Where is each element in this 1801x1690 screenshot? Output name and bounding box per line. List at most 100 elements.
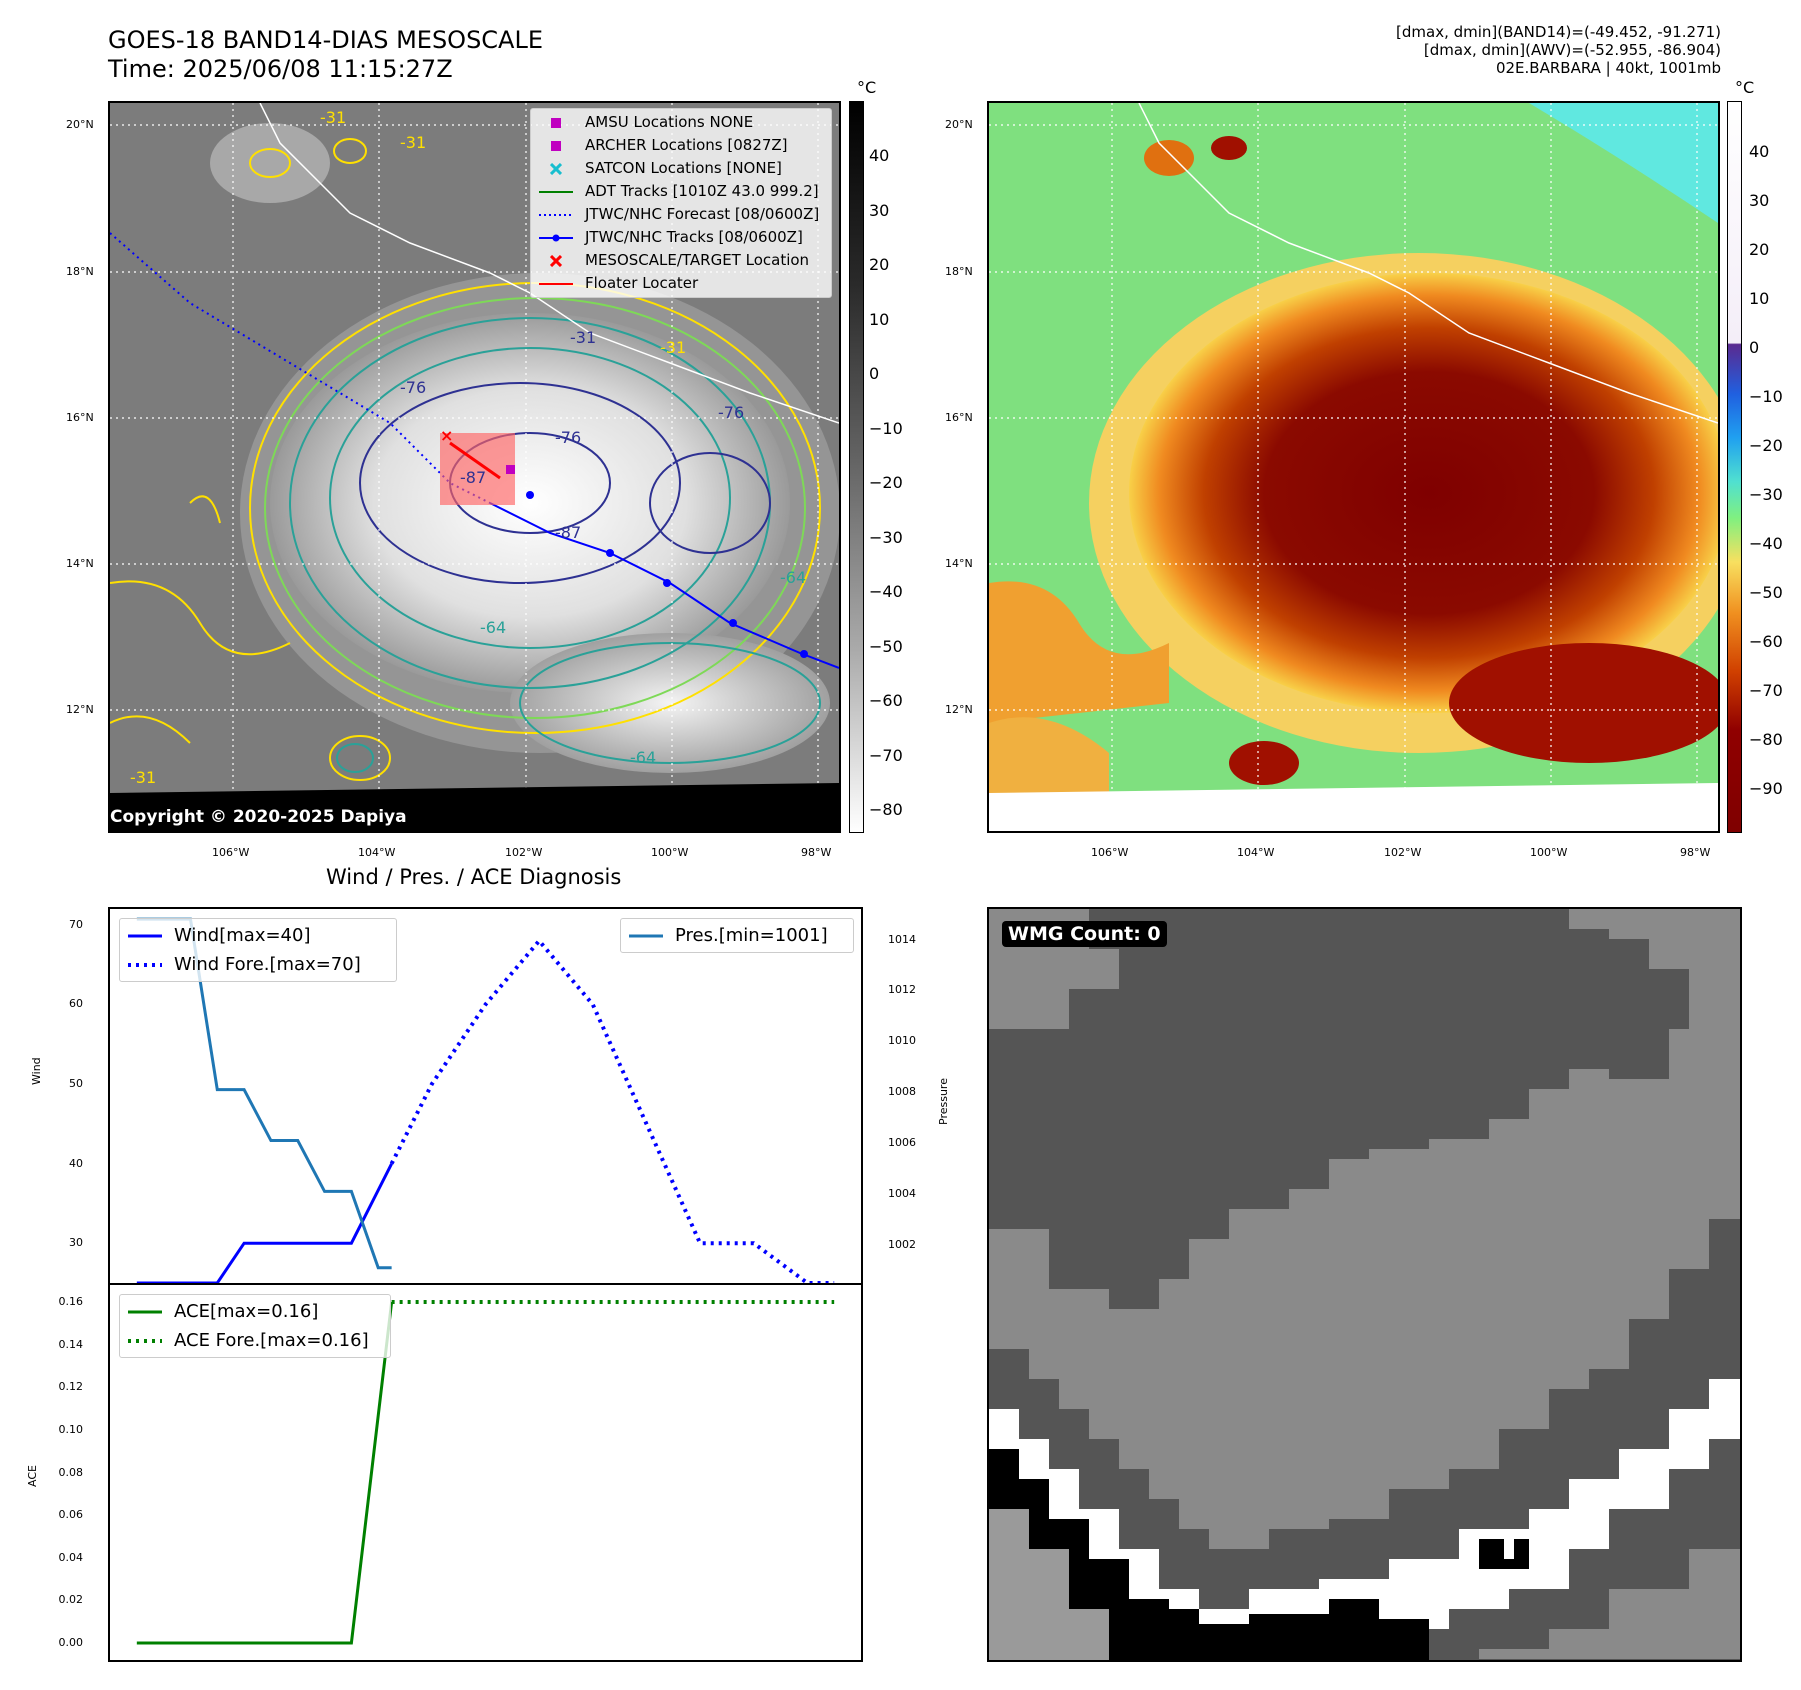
awv-satellite-map[interactable] [987, 101, 1720, 833]
dotted-line-icon [128, 1338, 162, 1343]
svg-text:-87: -87 [555, 523, 581, 542]
y-tick-label: 0.12 [58, 1380, 84, 1394]
ace-plot [136, 1300, 835, 1645]
wmg-count-badge: WMG Count: 0 [1002, 921, 1167, 947]
wind-pressure-chart: Wind[max=40] Wind Fore.[max=70] Pres.[mi… [108, 907, 863, 1285]
colorbar-tick-label: 10 [1749, 289, 1770, 308]
y-tick-label: 1006 [888, 1136, 916, 1150]
y-tick-label: 30 [69, 1236, 83, 1250]
svg-text:-31: -31 [320, 108, 346, 127]
y-tick-label: 1014 [888, 932, 916, 946]
colorbar-tick-label: 40 [869, 146, 890, 165]
y-tick-label: 1012 [888, 983, 916, 997]
legend-item-amsu: AMSU Locations NONE [539, 111, 823, 134]
y-tick-label: 0.10 [58, 1422, 84, 1436]
lon-label: 100°W [651, 846, 689, 859]
colorbar-tick-label: 40 [1749, 142, 1770, 161]
colorbar-tick-label: −60 [869, 691, 903, 710]
y-tick-label: 70 [69, 917, 83, 931]
colorbar-tick-label: −70 [1749, 681, 1783, 700]
ace-axis-label: ACE [26, 1465, 39, 1487]
svg-text:-87: -87 [460, 468, 486, 487]
colorbar-tick-label: −30 [869, 527, 903, 547]
legend-item-archer: ARCHER Locations [0827Z] [539, 134, 823, 157]
colorbar-tick-label: −60 [1749, 632, 1783, 651]
pressure-legend: Pres.[min=1001] [620, 918, 854, 953]
colorbar-tick-label: −90 [1749, 779, 1783, 798]
series-line-2 [136, 917, 392, 1270]
solid-line-icon [128, 1310, 162, 1314]
colorbar-tick-label: −40 [869, 582, 903, 601]
x-marker-icon [539, 162, 573, 175]
solid-line-icon [629, 934, 663, 938]
lon-label: 100°W [1530, 846, 1568, 859]
colorbar-tick-label: −10 [1749, 387, 1783, 406]
ace-series-line-0 [136, 1301, 394, 1645]
svg-text:-31: -31 [400, 133, 426, 152]
y-tick-label: 50 [69, 1077, 83, 1091]
svg-text:-31: -31 [660, 338, 686, 357]
y-tick-label: 0.06 [58, 1508, 84, 1522]
title-line-1: GOES-18 BAND14-DIAS MESOSCALE [108, 26, 544, 54]
svg-text:-76: -76 [400, 378, 426, 397]
svg-text:-31: -31 [570, 328, 596, 347]
diag-title: Wind / Pres. / ACE Diagnosis [326, 865, 622, 889]
colorbar-tick-label: −40 [1749, 534, 1783, 553]
lon-label: 106°W [212, 846, 250, 859]
svg-text:-76: -76 [555, 428, 581, 447]
colorbar-tick-label: −30 [1749, 485, 1783, 504]
lat-label: 20°N [945, 118, 973, 131]
lon-label: 102°W [1384, 846, 1422, 859]
solid-line-icon [128, 934, 162, 938]
lon-label: 98°W [1680, 846, 1711, 859]
wind-pressure-plot [136, 917, 835, 1283]
storm-info: [dmax, dmin](BAND14)=(-49.452, -91.271) … [1021, 23, 1721, 77]
awv-colorbar-unit: °C [1735, 78, 1755, 97]
lon-label: 102°W [505, 846, 543, 859]
series-line-0 [136, 1162, 393, 1283]
colorbar-tick-label: −50 [1749, 583, 1783, 602]
colorbar-tick-label: −70 [869, 745, 903, 765]
lat-label: 18°N [66, 265, 94, 278]
colorbar-tick-label: −80 [869, 800, 903, 819]
solid-line-icon [539, 282, 573, 286]
svg-text:-64: -64 [780, 568, 806, 587]
y-tick-label: 0.16 [58, 1295, 84, 1309]
y-tick-label: 40 [69, 1156, 83, 1170]
x-marker-icon [539, 254, 573, 267]
legend-item-floater: Floater Locater [539, 272, 823, 295]
line-dot-icon [539, 234, 573, 242]
series-line-1 [389, 937, 835, 1283]
ir-legend: AMSU Locations NONE ARCHER Locations [08… [530, 108, 832, 298]
legend-item-satcon: SATCON Locations [NONE] [539, 157, 823, 180]
colorbar-tick-label: −20 [1749, 436, 1783, 455]
ace-legend: ACE[max=0.16] ACE Fore.[max=0.16] [119, 1294, 391, 1358]
figure-title: GOES-18 BAND14-DIAS MESOSCALE Time: 2025… [108, 26, 543, 84]
wind-legend: Wind[max=40] Wind Fore.[max=70] [119, 918, 397, 982]
legend-item-ace-forecast: ACE Fore.[max=0.16] [128, 1326, 382, 1355]
svg-text:-76: -76 [718, 403, 744, 422]
lat-label: 20°N [66, 118, 94, 131]
y-tick-label: 1002 [888, 1237, 916, 1251]
ace-chart: ACE[max=0.16] ACE Fore.[max=0.16] [108, 1283, 863, 1662]
colorbar-tick-label: 10 [869, 309, 890, 329]
legend-item-pressure: Pres.[min=1001] [629, 921, 845, 950]
awv-colorbar [1727, 101, 1742, 833]
svg-text:×: × [440, 426, 453, 445]
awv-image [989, 103, 1718, 831]
y-tick-label: 0.04 [58, 1550, 84, 1564]
y-tick-label: 0.00 [58, 1635, 84, 1649]
info-line-2: [dmax, dmin](AWV)=(-52.955, -86.904) [1423, 41, 1721, 59]
wmg-panel[interactable]: WMG Count: 0 [987, 907, 1742, 1662]
ir-satellite-map[interactable]: × -76 -76 -76 -87 -87 -31 -64 -64 -64 -3… [108, 101, 841, 833]
colorbar-tick-label: 20 [869, 255, 890, 274]
y-tick-label: 1004 [888, 1186, 916, 1200]
lat-label: 12°N [66, 703, 94, 716]
copyright-text: Copyright © 2020-2025 Dapiya [110, 807, 407, 827]
square-marker-icon [539, 140, 573, 151]
lat-label: 12°N [945, 703, 973, 716]
wind-axis-label: Wind [30, 1057, 43, 1085]
colorbar-tick-label: 30 [869, 200, 890, 220]
legend-item-target: MESOSCALE/TARGET Location [539, 249, 823, 272]
colorbar-tick-label: 20 [1749, 240, 1770, 259]
